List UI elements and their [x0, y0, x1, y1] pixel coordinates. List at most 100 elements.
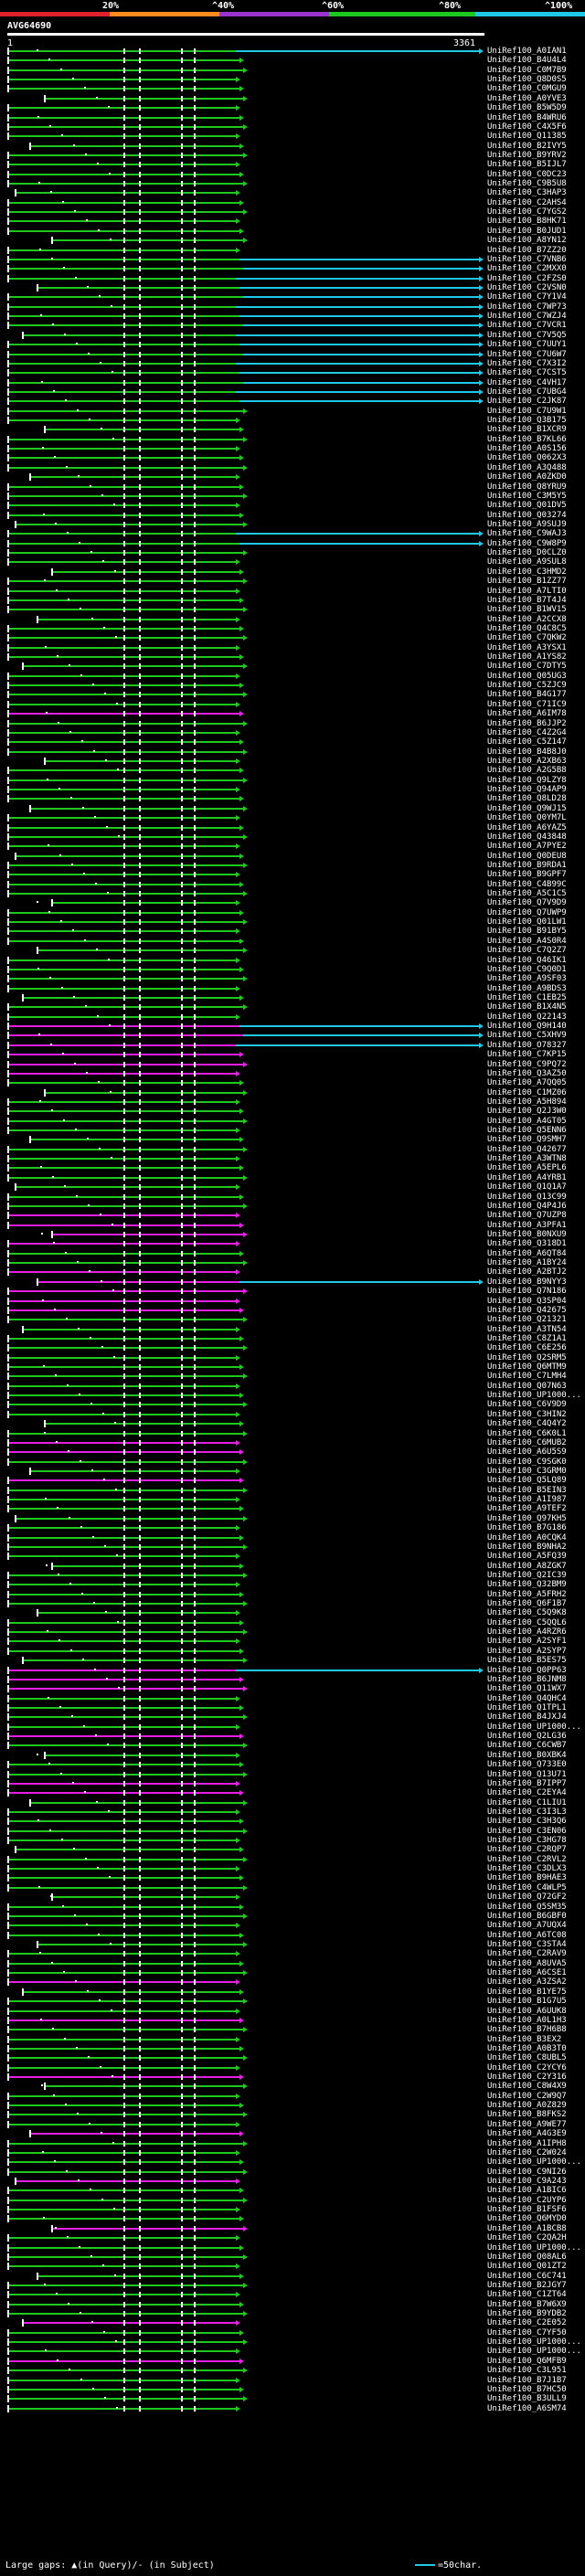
hit-label[interactable]: UniRef100_Q5ENN6 — [487, 1126, 567, 1136]
hit-row[interactable]: UniRef100_C5XHV9 — [0, 1030, 585, 1041]
hit-row[interactable]: UniRef100_Q42677 — [0, 1144, 585, 1155]
hit-row[interactable]: UniRef100_B5EIN3 — [0, 1485, 585, 1496]
hit-label[interactable]: UniRef100_Q72GF2 — [487, 1892, 567, 1903]
hit-label[interactable]: UniRef100_B2IVY5 — [487, 141, 567, 151]
hit-row[interactable]: UniRef100_B7ZZ20 — [0, 245, 585, 256]
hit-label[interactable]: UniRef100_C7YF50 — [487, 2327, 567, 2337]
hit-row[interactable]: UniRef100_B5IJL7 — [0, 159, 585, 170]
hit-row[interactable]: UniRef100_A9TEF2 — [0, 1503, 585, 1514]
hit-label[interactable]: UniRef100_B4U4L4 — [487, 56, 567, 66]
hit-row[interactable]: UniRef100_C5Z147 — [0, 737, 585, 747]
hit-label[interactable]: UniRef100_A8ZGK7 — [487, 1561, 567, 1571]
hit-label[interactable]: UniRef100_A2BTJ2 — [487, 1267, 567, 1277]
hit-row[interactable]: UniRef100_C2FZS0 — [0, 273, 585, 284]
hit-label[interactable]: UniRef100_A2SYP7 — [487, 1646, 567, 1656]
hit-label[interactable]: UniRef100_C3I3L3 — [487, 1807, 567, 1817]
hit-row[interactable]: UniRef100_A4S0R4 — [0, 936, 585, 947]
hit-row[interactable]: UniRef100_B8HK71 — [0, 216, 585, 227]
hit-row[interactable]: UniRef100_Q318D1 — [0, 1238, 585, 1249]
hit-row[interactable]: UniRef100_Q8LD28 — [0, 793, 585, 804]
hit-row[interactable]: UniRef100_C7VCR1 — [0, 320, 585, 331]
hit-label[interactable]: UniRef100_Q4C8C5 — [487, 623, 567, 633]
hit-row[interactable]: UniRef100_A1BY24 — [0, 1257, 585, 1268]
hit-label[interactable]: UniRef100_C2FZS0 — [487, 273, 567, 283]
hit-label[interactable]: UniRef100_Q01ZT2 — [487, 2262, 567, 2272]
hit-row[interactable]: UniRef100_A0L1H3 — [0, 2015, 585, 2026]
hit-label[interactable]: UniRef100_C71IC9 — [487, 699, 567, 709]
hit-row[interactable]: UniRef100_C2QA2H — [0, 2232, 585, 2243]
hit-label[interactable]: UniRef100_Q32BM9 — [487, 1580, 567, 1590]
hit-row[interactable]: UniRef100_C7Y1V4 — [0, 292, 585, 302]
hit-label[interactable]: UniRef100_A9WE77 — [487, 2119, 567, 2129]
hit-row[interactable]: UniRef100_A3PFA1 — [0, 1220, 585, 1231]
hit-label[interactable]: UniRef100_C9Q0D1 — [487, 964, 567, 974]
hit-label[interactable]: UniRef100_B5W5D9 — [487, 103, 567, 113]
hit-label[interactable]: UniRef100_UP1000... — [487, 1391, 581, 1401]
hit-label[interactable]: UniRef100_C7Y1V4 — [487, 292, 567, 302]
hit-row[interactable]: UniRef100_Q22143 — [0, 1012, 585, 1023]
hit-row[interactable]: UniRef100_Q13C99 — [0, 1192, 585, 1203]
hit-label[interactable]: UniRef100_C4WLP5 — [487, 1882, 567, 1892]
hit-row[interactable]: UniRef100_B7IPP7 — [0, 1778, 585, 1789]
hit-label[interactable]: UniRef100_C1MZ06 — [487, 1087, 567, 1097]
hit-label[interactable]: UniRef100_Q13U71 — [487, 1769, 567, 1779]
hit-row[interactable]: UniRef100_C9PQ72 — [0, 1059, 585, 1070]
hit-row[interactable]: UniRef100_C8W4X9 — [0, 2081, 585, 2092]
hit-label[interactable]: UniRef100_C5Q9K8 — [487, 1608, 567, 1618]
hit-row[interactable]: UniRef100_C9SGK0 — [0, 1457, 585, 1468]
hit-label[interactable]: UniRef100_C8UBL5 — [487, 2053, 567, 2063]
hit-row[interactable]: UniRef100_C7U9W1 — [0, 406, 585, 417]
hit-label[interactable]: UniRef100_C1ZT64 — [487, 2290, 567, 2300]
hit-row[interactable]: UniRef100_UP1000... — [0, 1390, 585, 1401]
hit-label[interactable]: UniRef100_B7T4J4 — [487, 595, 567, 605]
hit-label[interactable]: UniRef100_Q0PP63 — [487, 1665, 567, 1675]
hit-label[interactable]: UniRef100_A3YSX1 — [487, 642, 567, 652]
hit-row[interactable]: UniRef100_Q7UWP9 — [0, 907, 585, 918]
hit-label[interactable]: UniRef100_Q9LZY8 — [487, 775, 567, 785]
hit-row[interactable]: UniRef100_B7J1B7 — [0, 2375, 585, 2386]
hit-label[interactable]: UniRef100_Q1Q1A7 — [487, 1182, 567, 1193]
hit-row[interactable]: UniRef100_C2AHS4 — [0, 197, 585, 208]
hit-row[interactable]: UniRef100_C6K0L1 — [0, 1428, 585, 1439]
hit-label[interactable]: UniRef100_B4WRU6 — [487, 112, 567, 122]
hit-row[interactable]: UniRef100_A9SUL8 — [0, 557, 585, 567]
hit-row[interactable]: UniRef100_Q2IC39 — [0, 1570, 585, 1581]
hit-row[interactable]: UniRef100_B5W5D9 — [0, 102, 585, 113]
hit-row[interactable]: UniRef100_C9WAJ3 — [0, 528, 585, 539]
hit-row[interactable]: UniRef100_B9NHA2 — [0, 1542, 585, 1553]
hit-label[interactable]: UniRef100_Q2SRM5 — [487, 1352, 567, 1362]
hit-label[interactable]: UniRef100_B5ES75 — [487, 1656, 567, 1666]
hit-label[interactable]: UniRef100_C2RAV9 — [487, 1949, 567, 1959]
hit-label[interactable]: UniRef100_Q8LD28 — [487, 794, 567, 804]
hit-row[interactable]: UniRef100_A2BTJ2 — [0, 1267, 585, 1277]
hit-label[interactable]: UniRef100_A6CSE1 — [487, 1968, 567, 1978]
hit-row[interactable]: UniRef100_A9BDS3 — [0, 983, 585, 994]
hit-label[interactable]: UniRef100_C9WAJ3 — [487, 529, 567, 539]
hit-label[interactable]: UniRef100_A0IAN1 — [487, 47, 567, 56]
hit-label[interactable]: UniRef100_A3WTN8 — [487, 1154, 567, 1164]
hit-row[interactable]: UniRef100_B2JGY7 — [0, 2280, 585, 2291]
hit-row[interactable]: UniRef100_A2G5B8 — [0, 765, 585, 776]
hit-row[interactable]: UniRef100_B4B8J0 — [0, 747, 585, 758]
hit-row[interactable]: UniRef100_B1X4N5 — [0, 1002, 585, 1012]
hit-label[interactable]: UniRef100_Q5SM35 — [487, 1902, 567, 1912]
hit-row[interactable]: UniRef100_B1G7U5 — [0, 1996, 585, 2007]
hit-row[interactable]: UniRef100_B9GPF7 — [0, 869, 585, 880]
hit-row[interactable]: UniRef100_C7WZJ4 — [0, 311, 585, 322]
hit-label[interactable]: UniRef100_C0MGU9 — [487, 84, 567, 94]
hit-row[interactable]: UniRef100_C9B5U8 — [0, 178, 585, 189]
hit-label[interactable]: UniRef100_C3EN06 — [487, 1826, 567, 1836]
hit-row[interactable]: UniRef100_B1XCR9 — [0, 424, 585, 435]
hit-row[interactable]: UniRef100_B7HC50 — [0, 2384, 585, 2395]
hit-label[interactable]: UniRef100_C2YCY6 — [487, 2062, 567, 2072]
hit-row[interactable]: UniRef100_C1LIU1 — [0, 1797, 585, 1808]
hit-row[interactable]: UniRef100_A4YRB1 — [0, 1172, 585, 1183]
hit-row[interactable]: UniRef100_B7W6X9 — [0, 2299, 585, 2310]
hit-row[interactable]: UniRef100_B0XBK4 — [0, 1750, 585, 1761]
hit-label[interactable]: UniRef100_C7KP15 — [487, 1050, 567, 1060]
hit-label[interactable]: UniRef100_C9W8P9 — [487, 538, 567, 548]
hit-row[interactable]: UniRef100_Q43848 — [0, 832, 585, 843]
hit-label[interactable]: UniRef100_A7UQX4 — [487, 1921, 567, 1931]
hit-row[interactable]: UniRef100_C2W9Q7 — [0, 2091, 585, 2102]
hit-row[interactable]: UniRef100_Q01DV5 — [0, 500, 585, 511]
